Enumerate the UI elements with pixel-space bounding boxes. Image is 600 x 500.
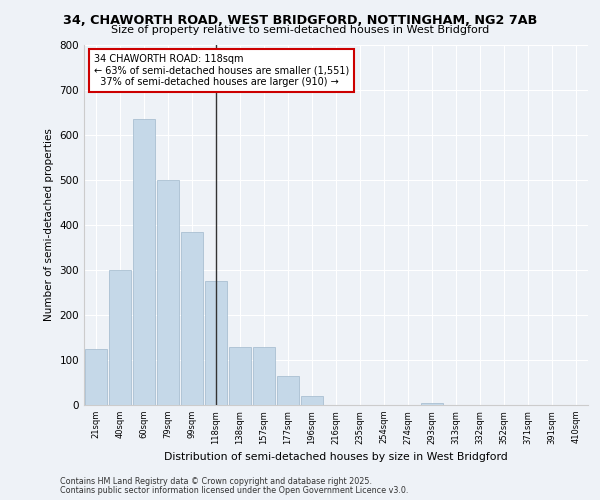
Bar xyxy=(109,270,131,405)
Bar xyxy=(133,119,155,405)
Bar xyxy=(253,346,275,405)
Text: Contains HM Land Registry data © Crown copyright and database right 2025.: Contains HM Land Registry data © Crown c… xyxy=(60,477,372,486)
Bar xyxy=(277,376,299,405)
Text: 34, CHAWORTH ROAD, WEST BRIDGFORD, NOTTINGHAM, NG2 7AB: 34, CHAWORTH ROAD, WEST BRIDGFORD, NOTTI… xyxy=(63,14,537,27)
Bar xyxy=(181,232,203,405)
Text: Size of property relative to semi-detached houses in West Bridgford: Size of property relative to semi-detach… xyxy=(111,25,489,35)
Bar xyxy=(229,346,251,405)
Bar xyxy=(157,180,179,405)
Bar xyxy=(421,403,443,405)
Text: 34 CHAWORTH ROAD: 118sqm
← 63% of semi-detached houses are smaller (1,551)
  37%: 34 CHAWORTH ROAD: 118sqm ← 63% of semi-d… xyxy=(94,54,349,87)
X-axis label: Distribution of semi-detached houses by size in West Bridgford: Distribution of semi-detached houses by … xyxy=(164,452,508,462)
Bar xyxy=(85,349,107,405)
Text: Contains public sector information licensed under the Open Government Licence v3: Contains public sector information licen… xyxy=(60,486,409,495)
Bar xyxy=(205,281,227,405)
Bar xyxy=(301,396,323,405)
Y-axis label: Number of semi-detached properties: Number of semi-detached properties xyxy=(44,128,54,322)
